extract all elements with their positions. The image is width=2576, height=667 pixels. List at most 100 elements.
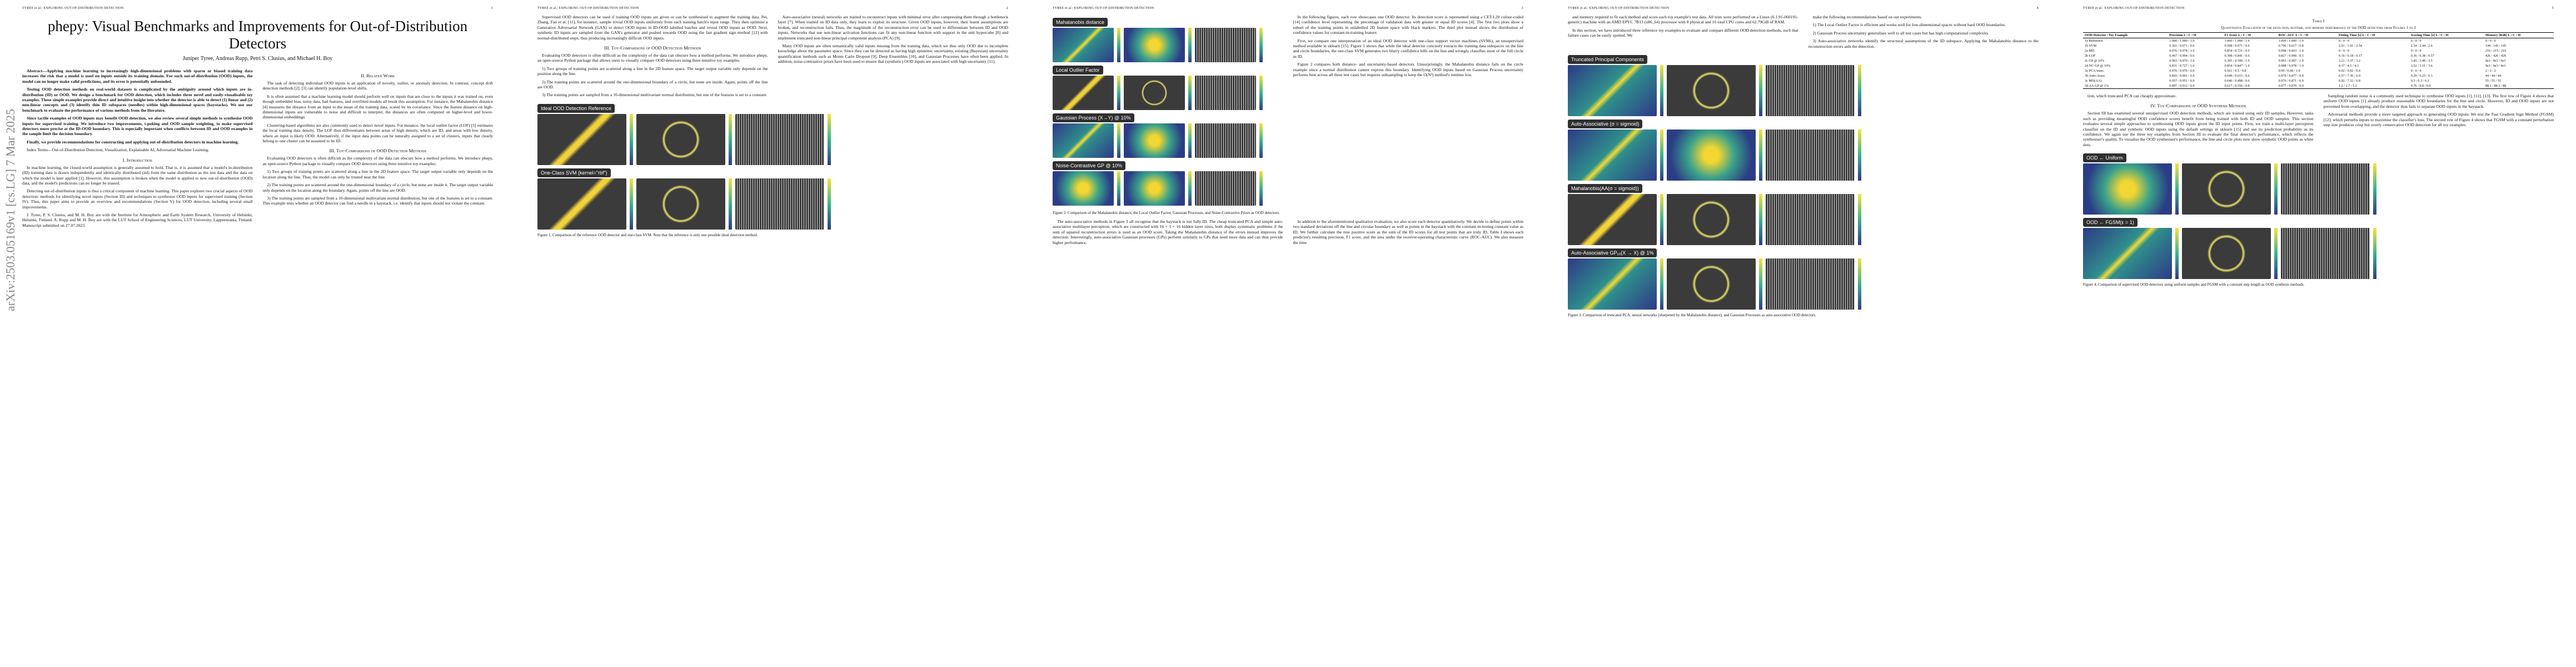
table-cell: 44 / 44 / 44 [2485, 74, 2502, 78]
column: make the following recommendations based… [1808, 14, 2039, 52]
table-cell: 0.796 / 0.617 / 0.8 [2278, 44, 2304, 48]
figure: Mahalanobis distance Local Outlier Factor… [1053, 18, 1283, 206]
column: In addition to the aforementioned qualit… [1293, 219, 1524, 248]
columns: Abstract—Applying machine learning to in… [22, 68, 493, 231]
table-cell: 0.976 / 0.976 / 0.9 [2169, 69, 2195, 73]
colorbar [2175, 163, 2179, 215]
column: Mahalanobis distance Local Outlier Factor… [1053, 14, 1283, 209]
table-cell: 0.617 / 0.556 / 0.8 [2224, 84, 2250, 88]
colorbar [1660, 194, 1663, 246]
table-cell: 0.649 / 0.615 / 0.6 [2224, 74, 2250, 78]
table-cell: 55 / 55 / 55 [2485, 79, 2502, 83]
colorbar [1188, 76, 1192, 110]
table-cell: 0 / 0 / 0 [2410, 39, 2421, 43]
table-cell: 2 / 2 / 2 [2485, 69, 2496, 73]
table-cell: 1a Reference [2085, 39, 2103, 43]
table-cell: 2d NC-GP @ 10% [2085, 64, 2111, 68]
colorbar [630, 113, 633, 165]
paragraph: Section III has examined several unsuper… [2083, 111, 2314, 147]
panel-label: Mahalanobis(AA(σ = sigmoid)) [1568, 184, 1642, 193]
columns: tion, which truncated PCA can cheaply ap… [2083, 93, 2554, 150]
plot-image [2083, 228, 2172, 280]
figure-caption: Figure 3. Comparison of truncated PCA, n… [1568, 313, 1816, 318]
table-cell: 0.831 / 0.727 / 1.0 [2169, 64, 2195, 68]
column: Supervised OOD detectors can be used if … [537, 14, 768, 101]
table-cell: 0.99 / 0.68 / 1.0 [2278, 69, 2300, 73]
colorbar [1117, 123, 1120, 158]
panel-label: Local Outlier Factor [1053, 66, 1103, 74]
table-wrap: Table I Quantitative Evaluation of the de… [2083, 19, 2554, 89]
table-cell: 3a PCA-trunc [2085, 69, 2104, 73]
plot-image [1195, 76, 1256, 110]
plot-image [1766, 194, 1855, 246]
header-cell: F1 Score L / C / H [2224, 33, 2251, 37]
table-row: 2a MD 0.976 / 0.978 / 1.0 0.854 / 0.721 / … [2083, 48, 2554, 53]
header-text: TYREE et al.: EXPLORING OUT-OF-DISTRIBUT… [1568, 7, 1670, 10]
table-row: 3b Auto-Assoc 0.843 / 0.901 / 0.9 0.649 / … [2083, 73, 2554, 78]
column: Abstract—Applying machine learning to in… [22, 68, 253, 231]
table-cell: 0.3 / 0.3 / 0.3 [2410, 79, 2429, 83]
table-cell: 0.02 / 0.02 / 0.0 [2338, 69, 2360, 73]
panel-row [1568, 194, 2039, 246]
panel-label: OOD ← FGSM(ε = 1) [2083, 218, 2137, 227]
paragraph: First, we compare one interpretation of … [1293, 38, 1524, 59]
plot-image [537, 178, 626, 230]
table-cell: 0.827 / 0.999 / 0.5 [2278, 54, 2304, 58]
table-cell: 9e3 / 9e3 / 9e3 [2485, 59, 2506, 63]
paragraph: 3) Auto-associative networks identify th… [1808, 38, 2039, 49]
table-body: 1a Reference 1.000 / 1.000 / 1.0 1.000 / 1… [2083, 38, 2554, 89]
paragraph: Index Terms—Out-of-Distribution Detectio… [27, 147, 210, 153]
paragraph: and memory required to fit each method a… [1568, 14, 1798, 25]
plot-image [735, 113, 824, 165]
table-cell: 1.000 / 1.000 / 1.0 [2224, 39, 2250, 43]
paragraph: Auto-associative (neural) networks are t… [778, 14, 1009, 41]
table-cell: 144 / 145 / 145 [2485, 44, 2507, 48]
table-cell: 0.976 / 0.877 / 0.8 [2278, 74, 2304, 78]
plot-image [1766, 258, 1855, 310]
paragraph: In addition to the aforementioned qualit… [1293, 219, 1524, 245]
page: TYREE et al.: EXPLORING OUT-OF-DISTRIBUT… [515, 0, 1030, 667]
plot-image [1568, 130, 1657, 181]
plot-image [1667, 258, 1756, 310]
table-cell: 6.92 / 7.32 / 6.8 [2338, 79, 2360, 83]
table-row: 3a PCA-trunc 0.976 / 0.976 / 0.9 0.561 / 0… [2083, 68, 2554, 73]
table-row: 3d AA-GP @ 1% 0.897 / 0.912 / 0.9 0.617 / … [2083, 83, 2554, 89]
panel-label: Auto-Associative GP₁₀(X → X) @ 1% [1568, 248, 1657, 258]
table-cell: 4.37 / 4.5 / 4.3 [2338, 64, 2359, 68]
panel-row [2083, 163, 2554, 215]
colorbar [2274, 228, 2278, 280]
figure: OOD ← Uniform OOD ← FGSM(ε = 1) Figure 4. … [2083, 153, 2554, 287]
table-cell: 2.54 / 2.44 / 2.6 [2410, 44, 2433, 48]
plot-image [1667, 194, 1756, 246]
table-row: 2b LOF 0.967 / 0.994 / 0.6 0.398 / 0.841 /… [2083, 53, 2554, 58]
columns: The auto-associative methods in Figure 3… [1053, 219, 1523, 248]
plot-image [2083, 163, 2172, 215]
table-cell: 0.854 / 0.847 / 1.0 [2224, 64, 2250, 68]
table-cell: 1.000 / 1.000 / 1.0 [2169, 39, 2195, 43]
page: TYREE et al.: EXPLORING OUT-OF-DISTRIBUT… [2061, 0, 2576, 667]
paragraph: 2) The training points are scattered aro… [537, 79, 768, 90]
colorbar [1858, 194, 1861, 246]
table-cell: 0.76 / 0.8 / 0.9 [2410, 84, 2431, 88]
table-cell: 3c MD(AA) [2085, 79, 2102, 83]
table-cell: 1.2 / 1.7 / 1.3 [2338, 84, 2357, 88]
paragraph: 2) The training points are scattered aro… [262, 182, 494, 193]
table-cell: 0.561 / 0.5 / 0.8 [2224, 69, 2246, 73]
table-cell: 0.963 / 0.970 / 1.0 [2169, 59, 2195, 63]
table-cell: 0.398 / 0.841 / 0.6 [2224, 54, 2250, 58]
colorbar [1188, 28, 1192, 62]
colorbar [1259, 123, 1263, 158]
panel-row [537, 178, 1008, 230]
table-cell: 0.976 / 0.871 / 0.9 [2278, 79, 2304, 83]
table-cell: 2c GP @ 10% [2085, 59, 2105, 63]
table-row: 1b SVM 0.361 / 0.671 / 0.6 0.508 / 0.671 /… [2083, 43, 2554, 48]
table-cell: 3b Auto-Assoc [2085, 74, 2105, 78]
table-row: 1a Reference 1.000 / 1.000 / 1.0 1.000 / 1… [2083, 38, 2554, 44]
table-cell: 0.957 / 0.951 / 0.9 [2169, 79, 2195, 83]
plot-image [1124, 123, 1185, 158]
page: TYREE et al.: EXPLORING OUT-OF-DISTRIBUT… [0, 0, 515, 667]
plot-image [1124, 171, 1185, 206]
header-text: TYREE et al.: EXPLORING OUT-OF-DISTRIBUT… [1053, 7, 1154, 10]
paragraph: The auto-associative methods in Figure 3… [1053, 219, 1283, 245]
paragraph: Evaluating OOD detectors is often diffic… [262, 156, 494, 166]
